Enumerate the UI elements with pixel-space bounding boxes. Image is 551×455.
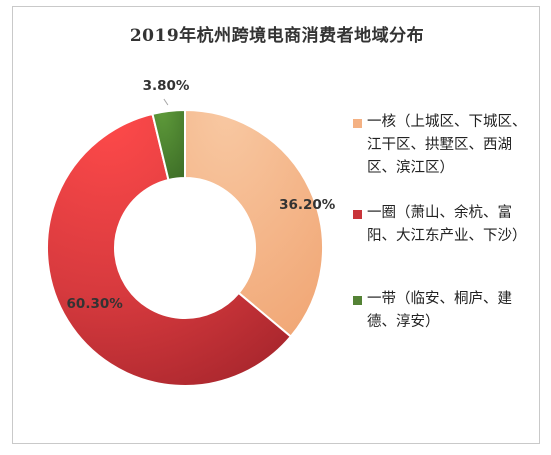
chart-title: 2019年杭州跨境电商消费者地域分布: [129, 26, 425, 46]
slice-0: [184, 108, 324, 338]
legend-swatch-2: [353, 296, 362, 305]
data-label-0: 36.20%: [279, 197, 336, 213]
donut-chart: 36.20% 60.30% 3.80%: [46, 78, 336, 387]
legend-swatch-1: [353, 210, 362, 219]
legend-label-1: 一圈（萧山、余杭、富阳、大江东产业、下沙）: [367, 205, 527, 244]
legend-label-0: 一核（上城区、下城区、江干区、拱墅区、西湖区、滨江区）: [367, 114, 527, 176]
leader-line-2: [163, 98, 169, 106]
slice-2: [151, 108, 186, 182]
slices-layer: [46, 108, 324, 387]
slice-1: [46, 112, 293, 387]
data-label-2: 3.80%: [143, 78, 190, 94]
legend-swatch-0: [353, 119, 362, 128]
chart-frame: 2019年杭州跨境电商消费者地域分布 36.20% 60.30% 3.80% 一核（…: [12, 6, 540, 444]
legend-label-2: 一带（临安、桐庐、建德、淳安）: [367, 291, 512, 330]
labels-layer: 36.20% 60.30% 3.80%: [67, 78, 336, 312]
data-label-1: 60.30%: [67, 296, 124, 312]
